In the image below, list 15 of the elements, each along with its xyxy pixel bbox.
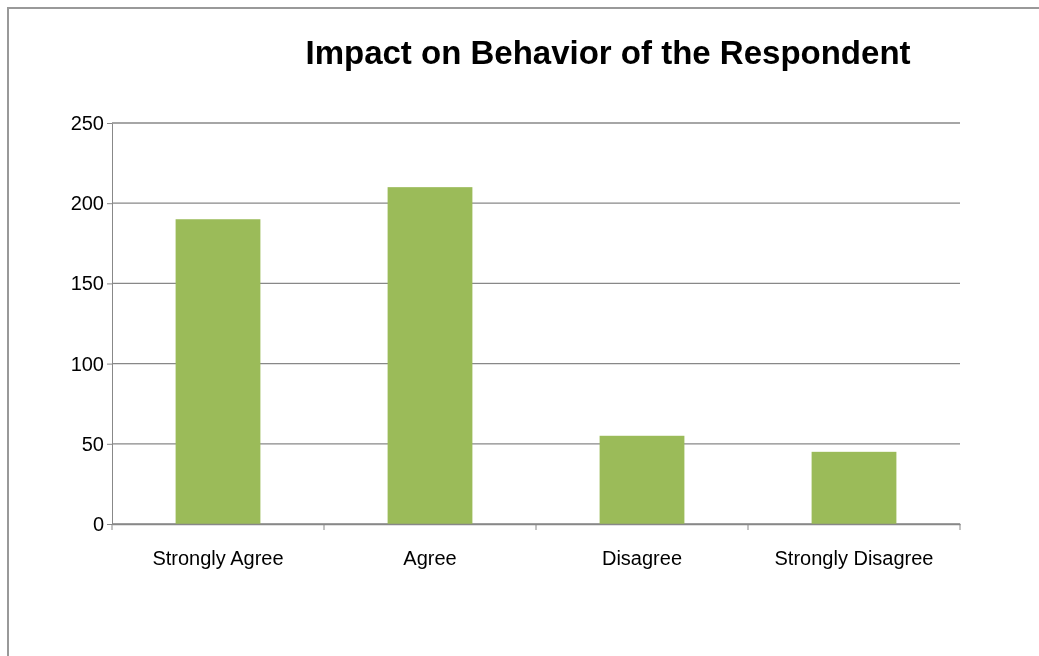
bar (387, 187, 473, 524)
bar (599, 435, 685, 524)
y-tick-label: 50 (81, 432, 104, 455)
chart-title: Impact on Behavior of the Respondent (305, 34, 911, 71)
x-tick-label: Strongly Disagree (774, 547, 934, 569)
y-tick-label: 0 (92, 512, 104, 535)
x-tick-label: Disagree (601, 547, 683, 569)
y-tick-label: 150 (70, 272, 104, 295)
x-tick-label: Agree (403, 547, 457, 569)
y-tick-label: 200 (70, 192, 104, 215)
bar (175, 219, 261, 524)
y-tick-label: 100 (70, 352, 104, 375)
x-tick-label: Strongly Agree (152, 547, 284, 569)
bar (811, 451, 897, 524)
y-tick-label: 250 (70, 111, 104, 134)
